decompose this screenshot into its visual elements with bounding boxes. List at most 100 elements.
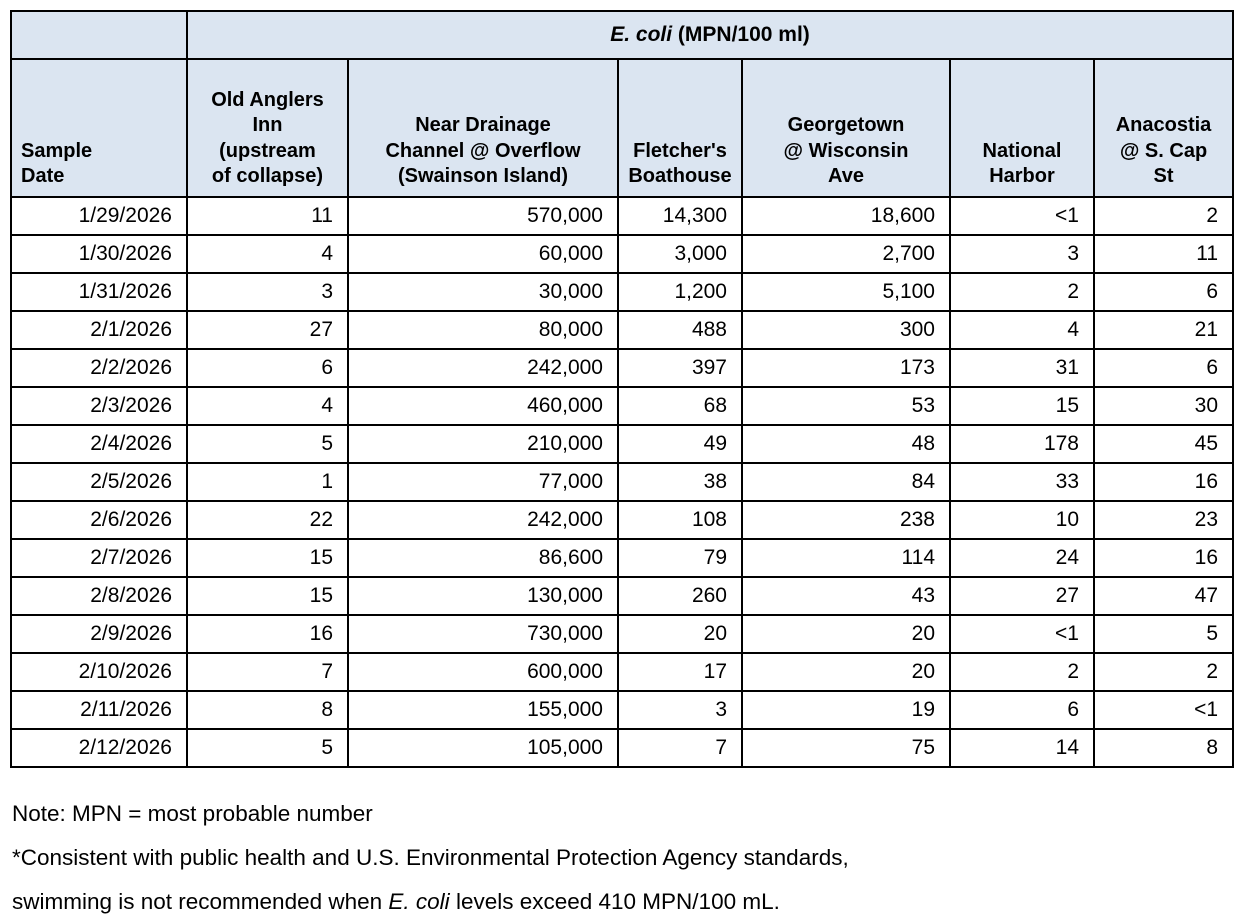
column-header-georgetown-wisconsin: Georgetown @ Wisconsin Ave bbox=[741, 58, 951, 198]
value-cell: 79 bbox=[617, 538, 743, 578]
value-cell: <1 bbox=[949, 614, 1095, 654]
value-cell: 4 bbox=[186, 234, 349, 274]
value-cell: 14 bbox=[949, 728, 1095, 768]
table-row: 2/2/2026 6 242,000 397 173 31 6 bbox=[10, 348, 1235, 388]
value-cell: 155,000 bbox=[347, 690, 619, 730]
sample-date-cell: 2/5/2026 bbox=[10, 462, 188, 502]
value-cell: 31 bbox=[949, 348, 1095, 388]
value-cell: 48 bbox=[741, 424, 951, 464]
value-cell: 84 bbox=[741, 462, 951, 502]
value-cell: 77,000 bbox=[347, 462, 619, 502]
sample-date-cell: 1/29/2026 bbox=[10, 196, 188, 236]
value-cell: 30,000 bbox=[347, 272, 619, 312]
value-cell: 60,000 bbox=[347, 234, 619, 274]
table-row: 1/31/2026 3 30,000 1,200 5,100 2 6 bbox=[10, 272, 1235, 312]
value-cell: 130,000 bbox=[347, 576, 619, 616]
value-cell: 8 bbox=[186, 690, 349, 730]
value-cell: 2 bbox=[1092, 652, 1235, 692]
value-cell: 108 bbox=[617, 500, 743, 540]
column-header-anacostia-s-cap: Anacostia @ S. Cap St bbox=[1092, 58, 1235, 198]
value-cell: 173 bbox=[741, 348, 951, 388]
value-cell: 33 bbox=[949, 462, 1095, 502]
value-cell: 4 bbox=[949, 310, 1095, 350]
value-cell: 114 bbox=[741, 538, 951, 578]
value-cell: 300 bbox=[741, 310, 951, 350]
table-row: 1/29/2026 11 570,000 14,300 18,600 <1 2 bbox=[10, 196, 1235, 236]
ecoli-results-table: E. coli (MPN/100 ml) Sample Date Old Ang… bbox=[10, 10, 1235, 768]
value-cell: 30 bbox=[1092, 386, 1235, 426]
value-cell: 20 bbox=[741, 652, 951, 692]
ecoli-italic-text: E. coli bbox=[388, 889, 450, 914]
value-cell: 178 bbox=[949, 424, 1095, 464]
value-cell: 730,000 bbox=[347, 614, 619, 654]
value-cell: 80,000 bbox=[347, 310, 619, 350]
value-cell: 2 bbox=[949, 652, 1095, 692]
table-row: 2/12/2026 5 105,000 7 75 14 8 bbox=[10, 728, 1235, 768]
value-cell: 10 bbox=[949, 500, 1095, 540]
value-cell: 27 bbox=[186, 310, 349, 350]
table-row: 2/10/2026 7 600,000 17 20 2 2 bbox=[10, 652, 1235, 692]
column-header-fletchers-boathouse: Fletcher's Boathouse bbox=[617, 58, 743, 198]
value-cell: 460,000 bbox=[347, 386, 619, 426]
table-row: 2/3/2026 4 460,000 68 53 15 30 bbox=[10, 386, 1235, 426]
group-header-cell: E. coli (MPN/100 ml) bbox=[185, 10, 1235, 60]
value-cell: 49 bbox=[617, 424, 743, 464]
value-cell: 15 bbox=[186, 538, 349, 578]
value-cell: 5 bbox=[1092, 614, 1235, 654]
sample-date-cell: 2/4/2026 bbox=[10, 424, 188, 464]
footnote-epa-standards: *Consistent with public health and U.S. … bbox=[12, 845, 849, 870]
value-cell: 6 bbox=[186, 348, 349, 388]
sample-date-cell: 2/12/2026 bbox=[10, 728, 188, 768]
value-cell: 5 bbox=[186, 424, 349, 464]
value-cell: 6 bbox=[949, 690, 1095, 730]
table-body: 1/29/2026 11 570,000 14,300 18,600 <1 2 1/30/20… bbox=[10, 196, 1235, 768]
value-cell: 397 bbox=[617, 348, 743, 388]
sample-date-cell: 2/10/2026 bbox=[10, 652, 188, 692]
footnote-swimming-advisory: swimming is not recommended when E. coli… bbox=[12, 889, 780, 914]
footnotes: Note: MPN = most probable number *Consis… bbox=[12, 792, 849, 924]
value-cell: 27 bbox=[949, 576, 1095, 616]
value-cell: 2,700 bbox=[741, 234, 951, 274]
value-cell: 7 bbox=[617, 728, 743, 768]
value-cell: 16 bbox=[1092, 538, 1235, 578]
value-cell: 2 bbox=[1092, 196, 1235, 236]
column-header-near-drainage-channel: Near Drainage Channel @ Overflow (Swains… bbox=[347, 58, 619, 198]
value-cell: 38 bbox=[617, 462, 743, 502]
sample-date-cell: 2/9/2026 bbox=[10, 614, 188, 654]
value-cell: 75 bbox=[741, 728, 951, 768]
value-cell: 7 bbox=[186, 652, 349, 692]
footnote-mpn-definition: Note: MPN = most probable number bbox=[12, 801, 373, 826]
group-header-row: E. coli (MPN/100 ml) bbox=[10, 10, 1235, 60]
value-cell: 600,000 bbox=[347, 652, 619, 692]
sample-date-cell: 2/8/2026 bbox=[10, 576, 188, 616]
value-cell: 16 bbox=[186, 614, 349, 654]
value-cell: 43 bbox=[741, 576, 951, 616]
sample-date-cell: 2/3/2026 bbox=[10, 386, 188, 426]
value-cell: 16 bbox=[1092, 462, 1235, 502]
table-row: 2/4/2026 5 210,000 49 48 178 45 bbox=[10, 424, 1235, 464]
column-header-national-harbor: National Harbor bbox=[949, 58, 1095, 198]
value-cell: 6 bbox=[1092, 348, 1235, 388]
value-cell: 20 bbox=[617, 614, 743, 654]
value-cell: 5 bbox=[186, 728, 349, 768]
value-cell: 242,000 bbox=[347, 348, 619, 388]
table-row: 2/11/2026 8 155,000 3 19 6 <1 bbox=[10, 690, 1235, 730]
value-cell: <1 bbox=[1092, 690, 1235, 730]
value-cell: 260 bbox=[617, 576, 743, 616]
value-cell: 45 bbox=[1092, 424, 1235, 464]
value-cell: 2 bbox=[949, 272, 1095, 312]
sample-date-cell: 2/1/2026 bbox=[10, 310, 188, 350]
value-cell: 238 bbox=[741, 500, 951, 540]
value-cell: 17 bbox=[617, 652, 743, 692]
value-cell: 86,600 bbox=[347, 538, 619, 578]
value-cell: 488 bbox=[617, 310, 743, 350]
value-cell: 3 bbox=[949, 234, 1095, 274]
value-cell: 3,000 bbox=[617, 234, 743, 274]
value-cell: 105,000 bbox=[347, 728, 619, 768]
group-header-species: E. coli bbox=[610, 23, 673, 46]
table-row: 2/8/2026 15 130,000 260 43 27 47 bbox=[10, 576, 1235, 616]
value-cell: <1 bbox=[949, 196, 1095, 236]
value-cell: 3 bbox=[617, 690, 743, 730]
value-cell: 47 bbox=[1092, 576, 1235, 616]
